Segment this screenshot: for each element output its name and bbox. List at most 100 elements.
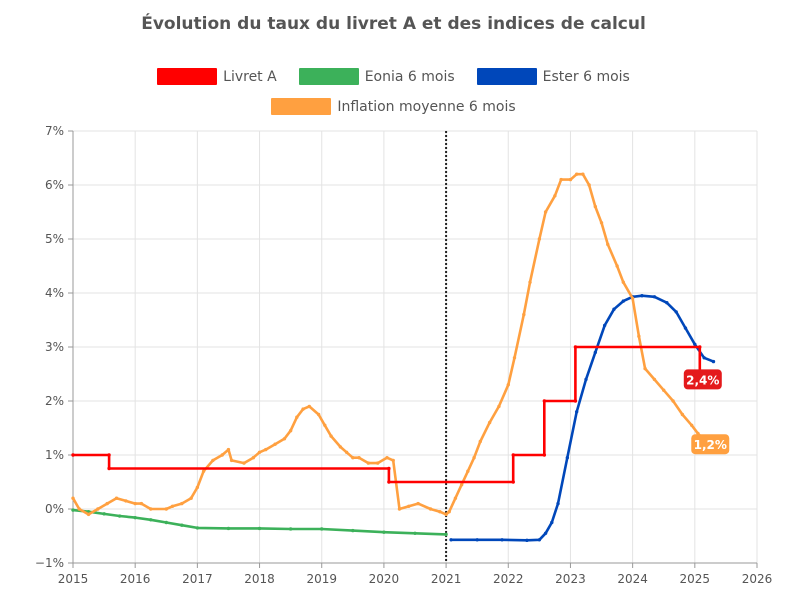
data-point-eonia-6-mois [444, 532, 448, 537]
data-point-inflation-moyenne-6-mois [385, 456, 389, 460]
data-point-inflation-moyenne-6-mois [528, 280, 532, 284]
data-point-inflation-moyenne-6-mois [301, 407, 305, 411]
data-point-inflation-moyenne-6-mois [447, 510, 451, 514]
data-point-eonia-6-mois [149, 518, 153, 522]
x-tick-label: 2019 [306, 572, 337, 586]
data-point-inflation-moyenne-6-mois [444, 512, 448, 517]
data-point-inflation-moyenne-6-mois [581, 172, 585, 176]
y-tick-label: 7% [45, 124, 64, 138]
data-point-inflation-moyenne-6-mois [201, 469, 206, 473]
data-point-ester-6-mois [665, 301, 669, 305]
data-point-inflation-moyenne-6-mois [86, 512, 91, 517]
data-point-inflation-moyenne-6-mois [257, 450, 262, 454]
end-label-box-livret-a [683, 369, 722, 390]
data-point-inflation-moyenne-6-mois [316, 412, 321, 417]
data-point-inflation-moyenne-6-mois [478, 439, 482, 444]
data-point-livret-a [71, 453, 75, 457]
x-tick-label: 2022 [493, 572, 524, 586]
data-point-eonia-6-mois [164, 520, 168, 525]
y-tick-label: 1% [45, 448, 64, 462]
data-point-inflation-moyenne-6-mois [344, 450, 349, 454]
data-point-inflation-moyenne-6-mois [568, 177, 573, 182]
legend-item-inflation[interactable]: Inflation moyenne 6 mois [271, 98, 516, 115]
data-point-inflation-moyenne-6-mois [472, 456, 476, 460]
data-point-inflation-moyenne-6-mois [599, 221, 604, 225]
data-point-ester-6-mois [693, 342, 697, 346]
data-point-inflation-moyenne-6-mois [615, 264, 619, 268]
data-point-inflation-moyenne-6-mois [71, 496, 75, 500]
data-point-eonia-6-mois [288, 527, 293, 531]
data-point-inflation-moyenne-6-mois [652, 377, 657, 382]
data-point-inflation-moyenne-6-mois [630, 296, 635, 301]
series-line-inflation-moyenne-6-mois [71, 172, 709, 516]
legend-label-eonia: Eonia 6 mois [364, 68, 455, 85]
data-point-inflation-moyenne-6-mois [497, 404, 501, 409]
data-point-inflation-moyenne-6-mois [273, 442, 277, 446]
data-point-inflation-moyenne-6-mois [288, 429, 293, 433]
data-point-ester-6-mois [640, 294, 644, 298]
legend-item-ester[interactable]: Ester 6 mois [476, 68, 630, 85]
chart-title: Évolution du taux du livret A et des ind… [141, 14, 646, 34]
data-point-eonia-6-mois [226, 526, 231, 531]
x-tick-label: 2026 [742, 572, 773, 586]
data-point-inflation-moyenne-6-mois [211, 458, 215, 463]
data-point-eonia-6-mois [71, 508, 75, 512]
data-point-inflation-moyenne-6-mois [242, 461, 246, 465]
data-point-livret-a [107, 453, 111, 457]
data-point-eonia-6-mois [195, 526, 200, 530]
data-point-inflation-moyenne-6-mois [180, 501, 184, 506]
data-point-eonia-6-mois [180, 523, 184, 527]
data-point-ester-6-mois [593, 350, 598, 355]
data-point-inflation-moyenne-6-mois [522, 312, 526, 317]
legend-swatch-eonia [298, 68, 359, 85]
data-point-eonia-6-mois [257, 526, 262, 531]
legend-item-livret-a[interactable]: Livret A [157, 68, 277, 85]
data-point-inflation-moyenne-6-mois [428, 507, 433, 511]
data-point-inflation-moyenne-6-mois [637, 334, 641, 338]
x-tick-label: 2023 [555, 572, 586, 586]
data-point-inflation-moyenne-6-mois [164, 507, 168, 511]
data-point-inflation-moyenne-6-mois [357, 456, 361, 460]
data-point-inflation-moyenne-6-mois [220, 453, 224, 457]
data-point-inflation-moyenne-6-mois [96, 507, 100, 511]
data-point-inflation-moyenne-6-mois [587, 183, 591, 187]
data-point-eonia-6-mois [117, 514, 122, 518]
x-tick-label: 2017 [182, 572, 213, 586]
data-point-inflation-moyenne-6-mois [226, 447, 231, 452]
data-point-eonia-6-mois [133, 515, 137, 520]
legend-row-1: Livret A Eonia 6 mois Ester 6 mois [0, 68, 787, 85]
x-tick-label: 2021 [431, 572, 462, 586]
y-tick-label: 2% [45, 394, 64, 408]
end-label-livret-a: 2,4% [686, 373, 719, 387]
data-point-inflation-moyenne-6-mois [537, 237, 542, 241]
data-point-ester-6-mois [449, 538, 453, 542]
data-point-inflation-moyenne-6-mois [105, 501, 109, 506]
data-point-inflation-moyenne-6-mois [459, 483, 464, 487]
legend-item-eonia[interactable]: Eonia 6 mois [298, 68, 455, 85]
y-tick-label: 4% [45, 286, 64, 300]
y-tick-label: 3% [45, 340, 64, 354]
x-tick-label: 2024 [617, 572, 648, 586]
data-point-livret-a [542, 399, 547, 403]
data-point-ester-6-mois [652, 295, 657, 299]
data-point-ester-6-mois [574, 410, 579, 414]
data-point-livret-a [573, 399, 578, 403]
data-point-inflation-moyenne-6-mois [329, 434, 333, 438]
data-point-inflation-moyenne-6-mois [416, 501, 420, 506]
data-point-ester-6-mois [543, 531, 548, 535]
data-point-inflation-moyenne-6-mois [189, 496, 193, 500]
data-point-inflation-moyenne-6-mois [282, 437, 287, 441]
data-point-inflation-moyenne-6-mois [621, 280, 626, 284]
data-point-inflation-moyenne-6-mois [338, 445, 343, 449]
data-point-inflation-moyenne-6-mois [543, 210, 548, 214]
legend-row-2: Inflation moyenne 6 mois [0, 98, 787, 115]
end-label-inflation-moyenne-6-mois: 1,2% [694, 438, 727, 452]
data-point-livret-a [511, 480, 515, 484]
legend-swatch-ester [476, 68, 537, 85]
data-point-inflation-moyenne-6-mois [466, 469, 470, 473]
data-point-ester-6-mois [621, 299, 626, 303]
data-point-inflation-moyenne-6-mois [690, 423, 694, 427]
data-point-inflation-moyenne-6-mois [295, 415, 299, 419]
data-point-ester-6-mois [584, 377, 588, 382]
data-point-ester-6-mois [475, 538, 479, 542]
